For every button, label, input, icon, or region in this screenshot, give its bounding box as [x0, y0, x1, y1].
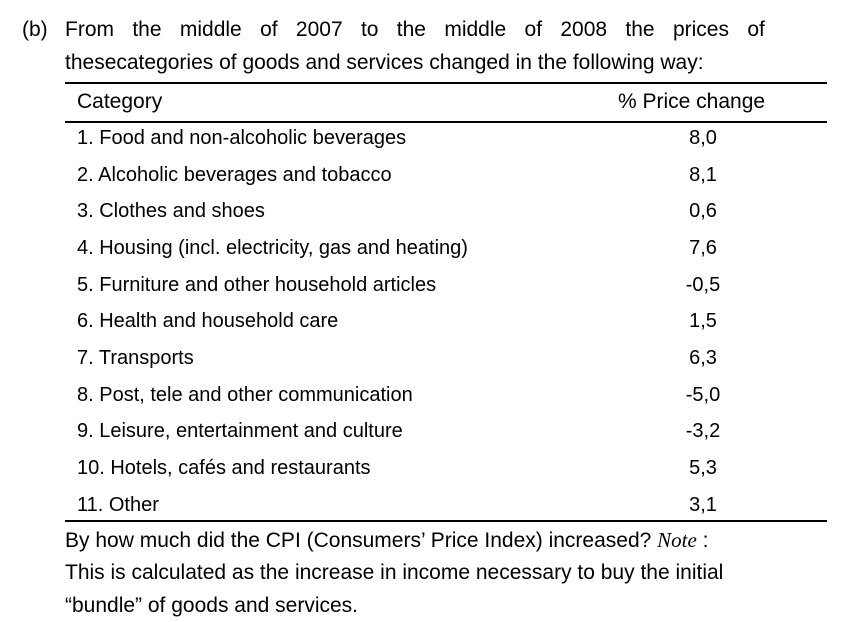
- table-row: 7. Transports 6,3: [77, 347, 757, 383]
- intro-word: prices: [672, 18, 729, 41]
- header-price-change: % Price change: [618, 90, 766, 113]
- row-category: 9. Leisure, entertainment and culture: [77, 420, 403, 442]
- intro-word: the: [625, 18, 655, 41]
- table-row: 3. Clothes and shoes 0,6: [77, 200, 757, 236]
- intro-word: From: [65, 18, 114, 41]
- intro-word: of: [260, 18, 278, 41]
- row-category: 5. Furniture and other household article…: [77, 274, 437, 296]
- followup-line-1: By how much did the CPI (Consumers’ Pric…: [65, 528, 709, 553]
- table-bottom-rule: [65, 520, 827, 522]
- table-row: 8. Post, tele and other communication -5…: [77, 384, 757, 420]
- table-top-rule: [65, 82, 827, 84]
- note-colon: :: [696, 529, 709, 552]
- table-row: 1. Food and non-alcoholic beverages 8,0: [77, 127, 757, 163]
- row-value: -5,0: [685, 384, 721, 406]
- row-value: 8,1: [689, 164, 717, 186]
- row-value: -3,2: [685, 420, 721, 442]
- table-header-rule: [65, 121, 827, 123]
- table-row: 6. Health and household care 1,5: [77, 310, 757, 346]
- row-category: 2. Alcoholic beverages and tobacco: [77, 164, 392, 186]
- row-value: 7,6: [689, 237, 717, 259]
- followup-line-3: “bundle” of goods and services.: [65, 594, 359, 617]
- intro-line-2: thesecategories of goods and services ch…: [65, 51, 704, 74]
- table-row: 4. Housing (incl. electricity, gas and h…: [77, 237, 757, 273]
- row-category: 1. Food and non-alcoholic beverages: [77, 127, 407, 149]
- question-label: (b): [22, 18, 48, 41]
- intro-word: the: [396, 18, 426, 41]
- row-value: 0,6: [689, 200, 717, 222]
- followup-line-2: This is calculated as the increase in in…: [65, 561, 724, 584]
- intro-word: of: [747, 18, 765, 41]
- row-category: 8. Post, tele and other communication: [77, 384, 413, 406]
- intro-word: middle: [179, 18, 242, 41]
- row-category: 6. Health and household care: [77, 310, 339, 332]
- table-row: 2. Alcoholic beverages and tobacco 8,1: [77, 164, 757, 200]
- row-category: 7. Transports: [77, 347, 194, 369]
- row-category: 10. Hotels, cafés and restaurants: [77, 457, 371, 479]
- table-row: 11. Other 3,1: [77, 494, 757, 530]
- header-category: Category: [77, 90, 163, 113]
- intro-line-1: From the middle of 2007 to the middle of 2008 the p…: [65, 18, 765, 42]
- followup-question: By how much did the CPI (Consumers’ Pric…: [65, 529, 658, 552]
- intro-word: 2008: [560, 18, 608, 41]
- intro-word: the: [132, 18, 162, 41]
- intro-word: to: [360, 18, 379, 41]
- table-row: 5. Furniture and other household article…: [77, 274, 757, 310]
- row-value: 6,3: [689, 347, 717, 369]
- intro-word: middle: [444, 18, 507, 41]
- row-value: 3,1: [689, 494, 717, 516]
- row-category: 3. Clothes and shoes: [77, 200, 265, 222]
- row-value: -0,5: [685, 274, 721, 296]
- row-value: 5,3: [689, 457, 717, 479]
- row-category: 11. Other: [77, 494, 159, 516]
- note-label: Note: [657, 528, 697, 552]
- intro-word: 2007: [295, 18, 343, 41]
- intro-word: of: [524, 18, 543, 41]
- row-value: 1,5: [689, 310, 717, 332]
- table-row: 9. Leisure, entertainment and culture -3…: [77, 420, 757, 456]
- table-row: 10. Hotels, cafés and restaurants 5,3: [77, 457, 757, 493]
- row-category: 4. Housing (incl. electricity, gas and h…: [77, 237, 468, 259]
- row-value: 8,0: [689, 127, 717, 149]
